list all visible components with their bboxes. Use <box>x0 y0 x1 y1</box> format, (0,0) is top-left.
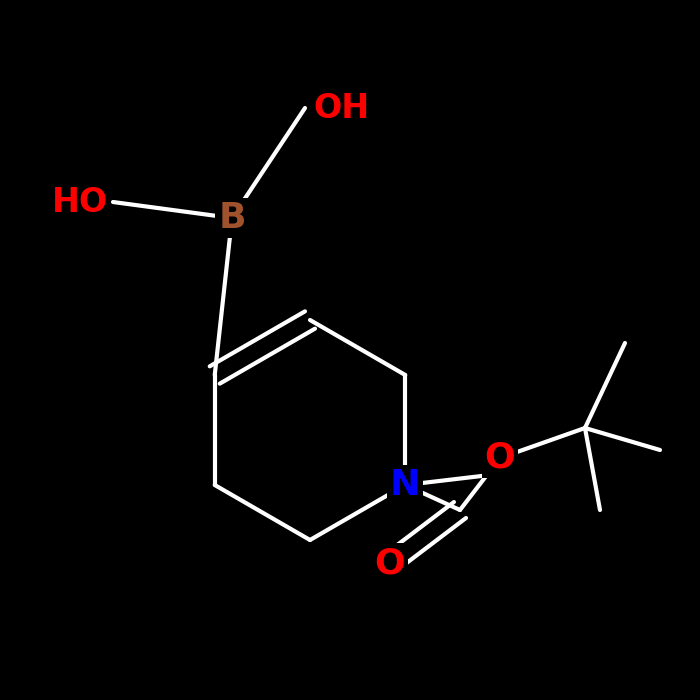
Text: O: O <box>374 546 405 580</box>
Text: O: O <box>484 441 515 475</box>
Text: HO: HO <box>52 186 108 218</box>
Text: B: B <box>218 201 246 235</box>
Text: OH: OH <box>313 92 370 125</box>
Text: N: N <box>390 468 421 502</box>
